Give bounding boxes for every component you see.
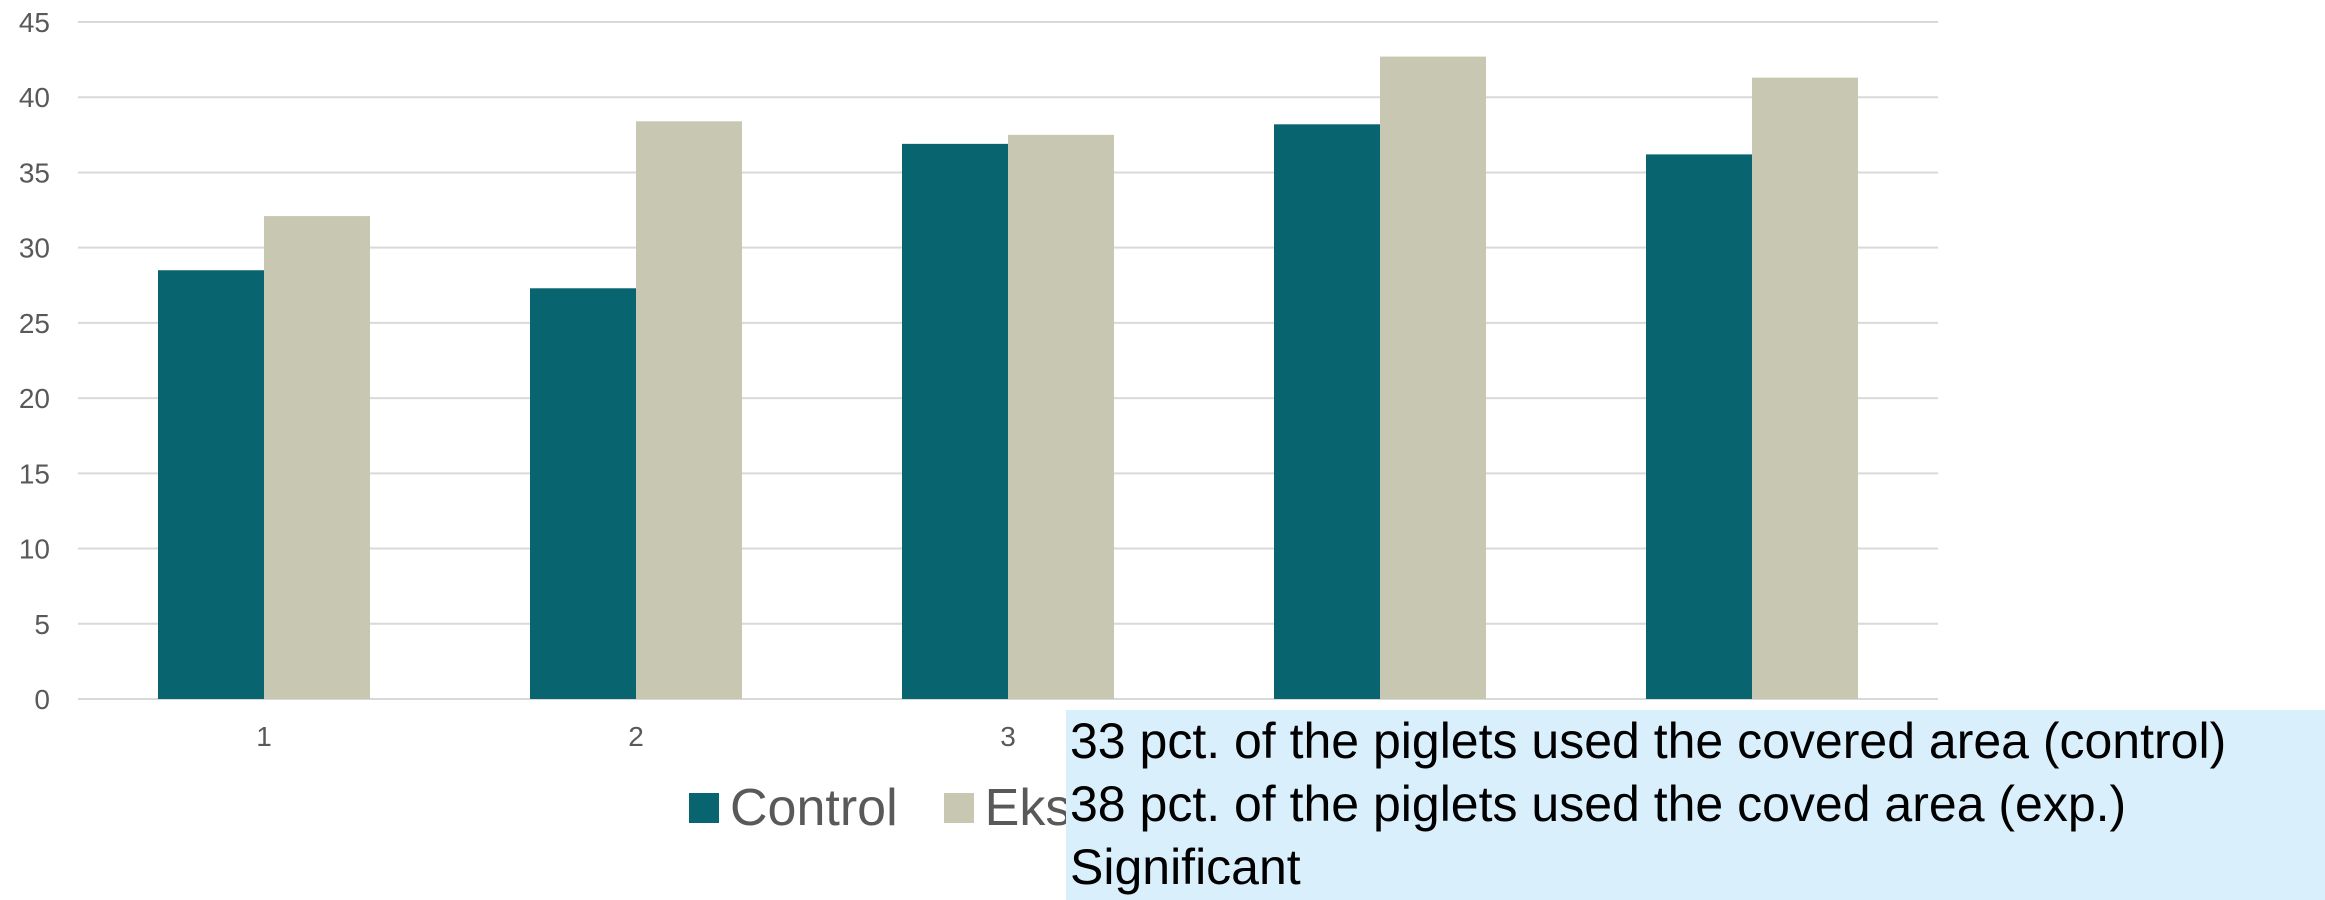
legend-item-control: Control (689, 778, 898, 838)
y-tick-label: 30 (19, 233, 50, 264)
y-axis-ticks: 0 5 10 15 20 25 30 35 40 45 (19, 7, 50, 715)
annotation-line-experiment: 38 pct. of the piglets used the coved ar… (1070, 776, 2127, 832)
bar-eksperiment-1 (264, 216, 370, 699)
bar-control-2 (530, 288, 636, 699)
y-tick-label: 40 (19, 82, 50, 113)
bar-control-4 (1274, 124, 1380, 699)
annotation-textbox: 33 pct. of the piglets used the covered … (1066, 710, 2325, 900)
y-tick-label: 15 (19, 458, 50, 489)
bar-eksperiment-4 (1380, 56, 1486, 699)
y-tick-label: 35 (19, 157, 50, 188)
y-tick-label: 20 (19, 383, 50, 414)
legend-label-control: Control (730, 779, 898, 837)
y-tick-label: 5 (34, 609, 50, 640)
bar-control-5 (1646, 154, 1752, 699)
legend-swatch-control (689, 793, 719, 823)
x-tick-label: 2 (628, 721, 644, 752)
y-tick-label: 45 (19, 7, 50, 38)
annotation-line-control: 33 pct. of the piglets used the covered … (1070, 713, 2227, 769)
bar-control-1 (158, 270, 264, 699)
bar-eksperiment-2 (636, 121, 742, 699)
y-tick-label: 0 (34, 684, 50, 715)
x-tick-label: 1 (256, 721, 272, 752)
bar-eksperiment-3 (1008, 134, 1114, 700)
x-tick-label: 3 (1000, 721, 1016, 752)
bar-eksperiment-5 (1752, 77, 1858, 700)
bars (158, 56, 1858, 700)
legend-swatch-eksperiment (943, 793, 974, 823)
bar-control-3 (902, 143, 1008, 700)
y-tick-label: 10 (19, 534, 50, 565)
y-tick-label: 25 (19, 308, 50, 339)
annotation-line-significance: Significant (1070, 839, 1301, 895)
